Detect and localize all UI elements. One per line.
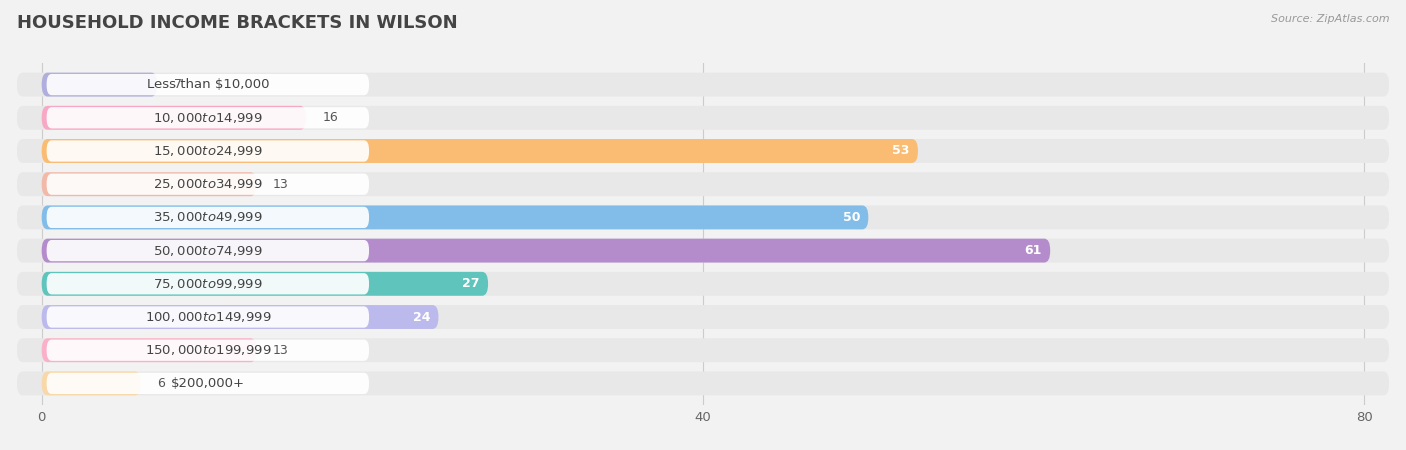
Text: 50: 50 xyxy=(842,211,860,224)
FancyBboxPatch shape xyxy=(42,172,257,196)
FancyBboxPatch shape xyxy=(17,238,1389,262)
FancyBboxPatch shape xyxy=(42,106,307,130)
FancyBboxPatch shape xyxy=(17,172,1389,196)
FancyBboxPatch shape xyxy=(46,207,368,228)
FancyBboxPatch shape xyxy=(46,74,368,95)
Text: 13: 13 xyxy=(273,178,288,191)
FancyBboxPatch shape xyxy=(42,72,157,97)
FancyBboxPatch shape xyxy=(46,240,368,261)
Text: $25,000 to $34,999: $25,000 to $34,999 xyxy=(153,177,263,191)
Text: Source: ZipAtlas.com: Source: ZipAtlas.com xyxy=(1271,14,1389,23)
FancyBboxPatch shape xyxy=(46,174,368,195)
Text: $15,000 to $24,999: $15,000 to $24,999 xyxy=(153,144,263,158)
FancyBboxPatch shape xyxy=(17,72,1389,97)
Text: $50,000 to $74,999: $50,000 to $74,999 xyxy=(153,243,263,257)
FancyBboxPatch shape xyxy=(42,371,141,396)
Text: 53: 53 xyxy=(893,144,910,158)
FancyBboxPatch shape xyxy=(46,373,368,394)
FancyBboxPatch shape xyxy=(42,338,257,362)
FancyBboxPatch shape xyxy=(42,238,1050,262)
FancyBboxPatch shape xyxy=(46,306,368,328)
FancyBboxPatch shape xyxy=(42,139,918,163)
FancyBboxPatch shape xyxy=(46,107,368,128)
Text: 7: 7 xyxy=(174,78,181,91)
Text: $75,000 to $99,999: $75,000 to $99,999 xyxy=(153,277,263,291)
Text: $100,000 to $149,999: $100,000 to $149,999 xyxy=(145,310,271,324)
Text: HOUSEHOLD INCOME BRACKETS IN WILSON: HOUSEHOLD INCOME BRACKETS IN WILSON xyxy=(17,14,457,32)
Text: 6: 6 xyxy=(157,377,166,390)
FancyBboxPatch shape xyxy=(46,140,368,162)
FancyBboxPatch shape xyxy=(46,273,368,294)
FancyBboxPatch shape xyxy=(17,106,1389,130)
Text: 24: 24 xyxy=(413,310,430,324)
FancyBboxPatch shape xyxy=(17,305,1389,329)
FancyBboxPatch shape xyxy=(17,139,1389,163)
Text: $200,000+: $200,000+ xyxy=(172,377,245,390)
Text: 27: 27 xyxy=(463,277,479,290)
Text: 13: 13 xyxy=(273,344,288,357)
FancyBboxPatch shape xyxy=(42,272,488,296)
FancyBboxPatch shape xyxy=(42,305,439,329)
FancyBboxPatch shape xyxy=(42,206,869,230)
Text: $150,000 to $199,999: $150,000 to $199,999 xyxy=(145,343,271,357)
Text: 61: 61 xyxy=(1025,244,1042,257)
FancyBboxPatch shape xyxy=(46,340,368,361)
Text: Less than $10,000: Less than $10,000 xyxy=(146,78,269,91)
FancyBboxPatch shape xyxy=(17,371,1389,396)
Text: 16: 16 xyxy=(323,111,339,124)
Text: $10,000 to $14,999: $10,000 to $14,999 xyxy=(153,111,263,125)
FancyBboxPatch shape xyxy=(17,206,1389,230)
Text: $35,000 to $49,999: $35,000 to $49,999 xyxy=(153,211,263,225)
FancyBboxPatch shape xyxy=(17,338,1389,362)
FancyBboxPatch shape xyxy=(17,272,1389,296)
